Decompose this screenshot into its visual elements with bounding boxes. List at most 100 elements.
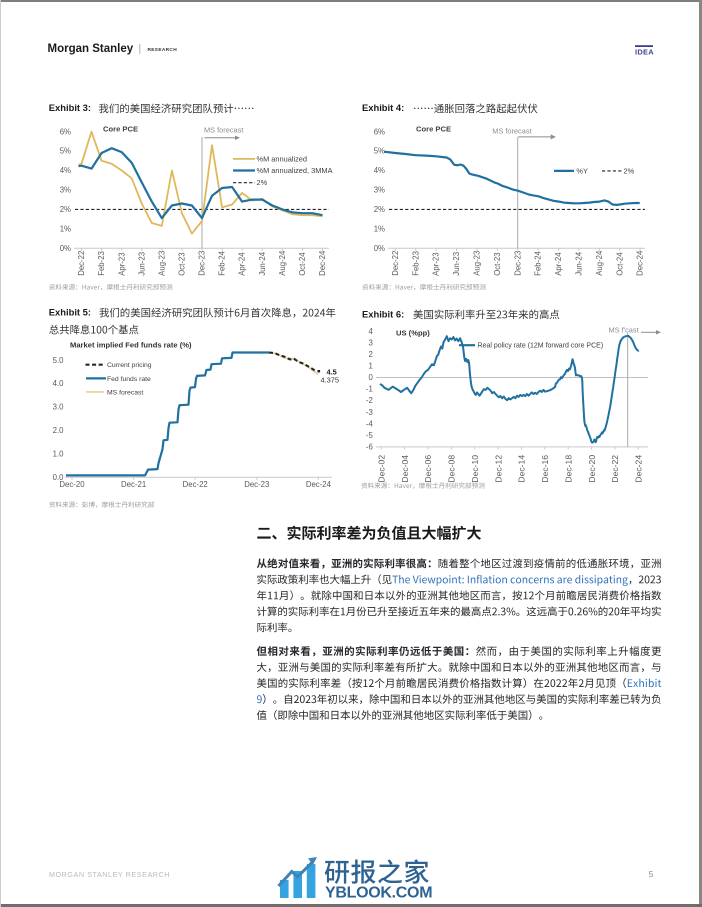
svg-text:-4: -4 [366, 419, 374, 428]
svg-text:0: 0 [368, 373, 373, 382]
svg-text:1%: 1% [374, 224, 385, 233]
svg-text:2%: 2% [257, 178, 268, 187]
svg-text:4%: 4% [60, 166, 71, 175]
svg-text:5.0: 5.0 [53, 356, 65, 365]
svg-text:Dec-16: Dec-16 [540, 455, 550, 483]
svg-text:-1: -1 [366, 385, 373, 394]
svg-text:Jun-23: Jun-23 [137, 252, 146, 276]
svg-text:Dec-10: Dec-10 [470, 455, 480, 483]
svg-text:Jun-23: Jun-23 [452, 252, 461, 276]
svg-text:Oct-23: Oct-23 [493, 252, 502, 275]
svg-text:3.0: 3.0 [53, 403, 65, 412]
svg-text:MORGAN STANLEY RESEARCH: MORGAN STANLEY RESEARCH [49, 870, 170, 879]
svg-text:Core PCE: Core PCE [416, 125, 451, 134]
svg-text:4.0: 4.0 [53, 379, 65, 388]
svg-text:Jun-24: Jun-24 [575, 251, 584, 276]
svg-text:1: 1 [368, 362, 372, 371]
svg-text:Current pricing: Current pricing [107, 362, 152, 369]
svg-text:6%: 6% [60, 127, 71, 136]
svg-text:Dec-20: Dec-20 [587, 455, 597, 483]
svg-text:2: 2 [368, 350, 372, 359]
svg-text:3%: 3% [60, 186, 71, 195]
svg-text:Dec-22: Dec-22 [610, 455, 620, 483]
svg-text:Morgan Stanley: Morgan Stanley [48, 43, 134, 55]
svg-text:6%: 6% [374, 127, 385, 136]
svg-text:Dec-23: Dec-23 [244, 480, 269, 489]
svg-text:Exhibit 4:: Exhibit 4: [362, 102, 404, 113]
svg-text:Dec-24: Dec-24 [636, 250, 645, 276]
svg-text:Dec-21: Dec-21 [121, 480, 146, 489]
svg-text:Apr-23: Apr-23 [117, 252, 126, 275]
svg-text:MS f'cast: MS f'cast [609, 325, 639, 334]
svg-text:4.375: 4.375 [321, 375, 340, 384]
svg-text:Exhibit 6:: Exhibit 6: [362, 308, 404, 319]
svg-text:4: 4 [368, 327, 373, 336]
svg-text:Jun-24: Jun-24 [258, 251, 267, 276]
svg-text:-6: -6 [366, 443, 373, 452]
svg-text:Dec-23: Dec-23 [198, 251, 207, 276]
svg-text:Dec-04: Dec-04 [400, 455, 410, 483]
svg-text:Dec-24: Dec-24 [318, 250, 327, 276]
svg-text:Aug-23: Aug-23 [157, 251, 166, 276]
svg-text:Dec-23: Dec-23 [513, 251, 522, 276]
svg-text:Aug-23: Aug-23 [473, 251, 482, 276]
svg-text:Exhibit 5:: Exhibit 5: [49, 307, 91, 318]
svg-text:%Y: %Y [576, 166, 588, 175]
svg-text:Oct-24: Oct-24 [615, 252, 624, 276]
svg-text:2%: 2% [624, 166, 635, 175]
svg-text:5%: 5% [374, 147, 385, 156]
svg-text:Aug-24: Aug-24 [595, 250, 604, 276]
svg-text:Apr-23: Apr-23 [432, 252, 441, 275]
svg-text:3%: 3% [374, 186, 385, 195]
svg-text:Dec-06: Dec-06 [423, 455, 433, 483]
svg-text:Real policy rate (12M forward: Real policy rate (12M forward core PCE) [478, 343, 604, 350]
svg-text:Oct-23: Oct-23 [178, 252, 187, 275]
svg-text:-3: -3 [366, 408, 373, 417]
svg-text:Exhibit 3:: Exhibit 3: [49, 102, 91, 113]
svg-text:0%: 0% [60, 244, 71, 253]
svg-text:Dec-22: Dec-22 [77, 251, 86, 276]
svg-text:MS forecast: MS forecast [107, 389, 143, 396]
svg-text:Dec-22: Dec-22 [183, 480, 208, 489]
svg-text:Core PCE: Core PCE [103, 125, 138, 134]
svg-text:Fed funds rate: Fed funds rate [107, 376, 151, 383]
svg-text:Dec-12: Dec-12 [493, 455, 503, 483]
svg-text:5: 5 [649, 869, 654, 879]
svg-text:Feb-24: Feb-24 [218, 250, 227, 275]
svg-text:IDEA: IDEA [635, 48, 654, 57]
svg-text:Dec-22: Dec-22 [391, 251, 400, 276]
svg-text:Dec-24: Dec-24 [306, 480, 332, 489]
svg-text:%M annualized, 3MMA: %M annualized, 3MMA [257, 166, 333, 175]
svg-text:3: 3 [368, 338, 372, 347]
svg-text:4.5: 4.5 [327, 368, 337, 377]
svg-text:Apr-24: Apr-24 [238, 252, 247, 276]
svg-text:Apr-24: Apr-24 [554, 252, 563, 276]
svg-text:Dec-08: Dec-08 [447, 455, 457, 483]
svg-text:MS forecast: MS forecast [492, 127, 531, 136]
svg-text:Market implied Fed funds rate: Market implied Fed funds rate (%) [70, 341, 192, 350]
svg-text:Feb-23: Feb-23 [97, 251, 106, 276]
svg-text:5%: 5% [60, 147, 71, 156]
svg-text:Dec-14: Dec-14 [517, 455, 527, 483]
svg-text:MS forecast: MS forecast [204, 125, 243, 134]
svg-text:Oct-24: Oct-24 [298, 252, 307, 276]
svg-text:-5: -5 [366, 431, 374, 440]
svg-text:Dec-20: Dec-20 [59, 480, 85, 489]
svg-text:Feb-24: Feb-24 [534, 250, 543, 275]
svg-text:RESEARCH: RESEARCH [148, 47, 178, 53]
svg-text:0%: 0% [374, 244, 385, 253]
svg-text:4%: 4% [374, 166, 385, 175]
svg-text:-2: -2 [366, 396, 373, 405]
svg-text:Dec-18: Dec-18 [563, 455, 573, 483]
svg-text:2.0: 2.0 [53, 426, 65, 435]
svg-text:Aug-24: Aug-24 [278, 250, 287, 276]
svg-text:0.0: 0.0 [53, 473, 65, 482]
svg-text:Dec-02: Dec-02 [376, 455, 386, 483]
svg-text:%M annualized: %M annualized [257, 154, 308, 163]
svg-text:2%: 2% [374, 205, 385, 214]
svg-text:2%: 2% [60, 205, 71, 214]
svg-text:US (%pp): US (%pp) [396, 329, 430, 338]
svg-text:1.0: 1.0 [53, 449, 65, 458]
svg-text:Feb-23: Feb-23 [411, 251, 420, 276]
svg-text:Dec-24: Dec-24 [634, 455, 644, 483]
